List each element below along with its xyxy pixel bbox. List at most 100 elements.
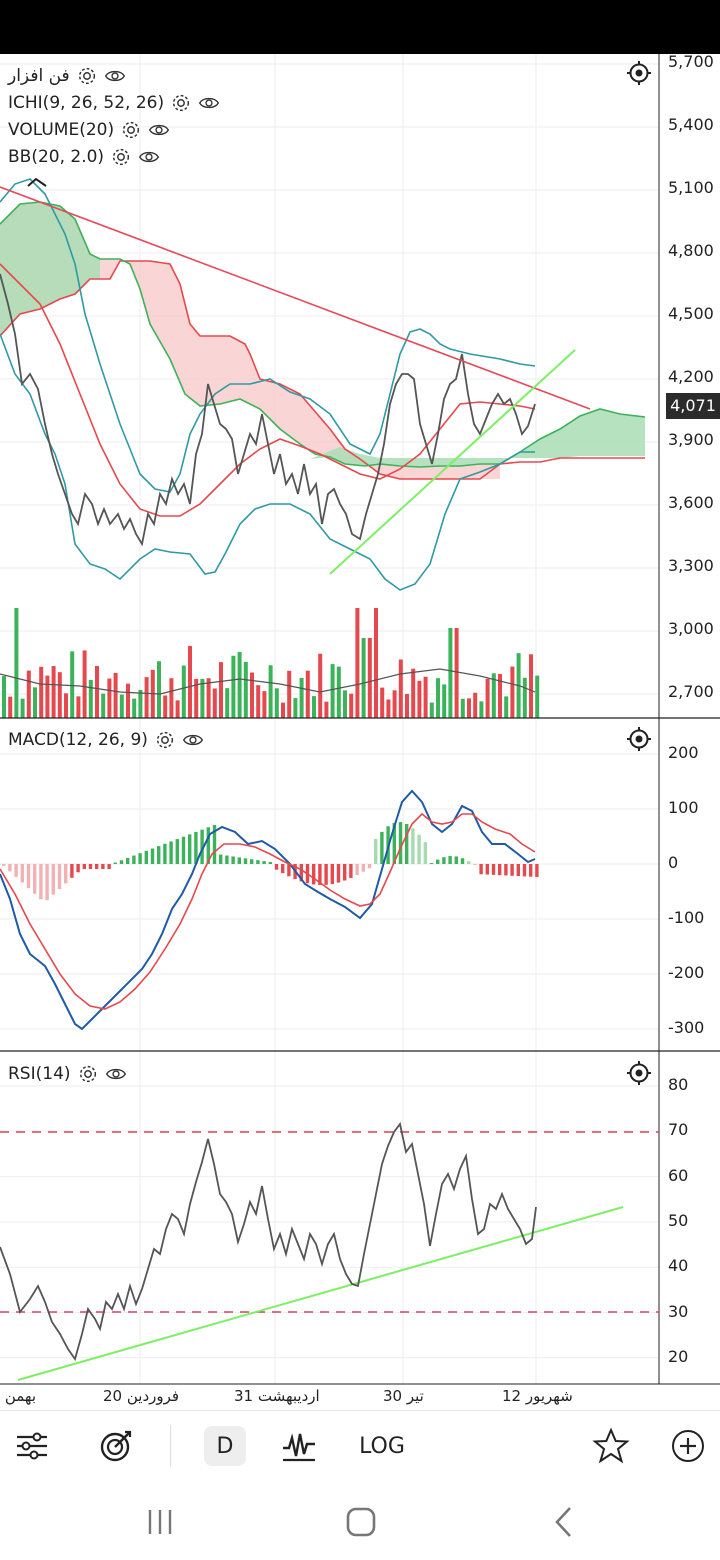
indicator-label-bb[interactable]: BB(20, 2.0) [8,144,160,170]
volume-bar [188,646,192,718]
volume-bar [219,662,223,718]
volume-bar [349,693,354,718]
macd-histogram-bar [355,864,359,875]
macd-histogram-bar [157,846,161,864]
log-scale-button[interactable]: LOG [359,1433,405,1459]
support-trendline[interactable] [329,349,576,575]
macd-histogram-bar [380,831,384,864]
volume-bar [88,679,93,718]
price-tick-label: 5,700 [668,52,714,71]
eye-icon[interactable] [198,92,220,114]
volume-bar [107,678,112,718]
volume-bar [163,695,168,718]
macd-histogram-bar [237,857,241,864]
volume-bar [237,652,242,718]
macd-histogram-bar [343,864,347,881]
macd-histogram-bar [138,853,142,864]
macd-histogram-bar [219,854,223,864]
volume-bar [101,693,106,718]
volume-bar [305,670,310,718]
chart-area[interactable]: فن افزار ICHI(9, 26, 52, 26) VOLUME(20) … [0,52,720,1410]
home-icon[interactable] [341,1502,381,1542]
eye-icon[interactable] [105,1063,127,1085]
macd-histogram-bar [76,864,80,873]
gear-icon[interactable] [170,92,192,114]
star-icon[interactable] [591,1426,631,1466]
eye-icon[interactable] [148,119,170,141]
indicator-label-fan-afzar[interactable]: فن افزار [8,63,126,89]
macd-histogram-bar [262,861,266,864]
rsi-tick-label: 70 [668,1120,689,1140]
macd-histogram-bar [423,842,427,864]
volume-bar [175,700,180,718]
volume-bar [535,675,540,718]
indicator-label: RSI(14) [8,1064,71,1084]
add-icon[interactable] [668,1426,708,1466]
gear-icon[interactable] [77,1063,99,1085]
eye-icon[interactable] [138,146,160,168]
macd-histogram-bar [188,834,192,864]
period-button[interactable]: D [204,1426,246,1466]
indicator-label-ichimoku[interactable]: ICHI(9, 26, 52, 26) [8,90,220,116]
macd-histogram-bar [206,827,210,864]
indicator-label: MACD(12, 26, 9) [8,730,148,750]
volume-bar [70,651,75,718]
macd-histogram-bar [312,864,316,885]
macd-histogram-bar [181,836,186,864]
macd-histogram-bar [150,848,155,864]
macd-histogram-bar [119,860,124,864]
macd-tick-label: -300 [668,1018,705,1037]
price-tick-label: 3,600 [668,493,714,512]
gridlines [0,54,659,1384]
gear-icon[interactable] [154,729,176,751]
volume-bar [318,653,323,718]
macd-tick-label: 0 [668,853,679,872]
macd-histogram-bar [144,850,148,864]
volume-bar [95,666,99,718]
volume-bar [380,687,385,718]
chart-canvas[interactable] [0,54,720,1410]
volume-bar [157,661,161,718]
eye-icon[interactable] [182,729,204,751]
indicator-label-macd[interactable]: MACD(12, 26, 9) [8,727,204,753]
macd-histogram-bar [367,864,372,869]
resistance-trendline[interactable] [0,186,591,410]
volume-bar [411,668,416,718]
crosshair-target-icon[interactable] [626,726,652,752]
macd-tick-label: 100 [668,798,699,817]
indicator-label-rsi[interactable]: RSI(14) [8,1061,127,1087]
recent-apps-icon[interactable] [140,1502,180,1542]
macd-histogram-bar [522,864,527,877]
gear-icon[interactable] [110,146,132,168]
crosshair-target-icon[interactable] [626,60,652,86]
crosshair-target-icon[interactable] [626,1060,652,1086]
indicator-label: ICHI(9, 26, 52, 26) [8,93,165,113]
macd-histogram-bar [460,858,465,864]
time-axis-label: 31 اردیبهشت [234,1387,320,1405]
macd-histogram-bar [95,864,99,869]
macd-histogram-bar [212,824,217,864]
indicators-icon[interactable] [280,1426,318,1466]
volume-bar [169,678,174,718]
macd-histogram-bar [82,864,86,869]
macd-histogram-bar [510,864,514,876]
price-tick-label: 3,300 [668,556,714,575]
eye-icon[interactable] [104,65,126,87]
volume-bar [361,638,366,718]
volume-bar [194,678,199,718]
indicator-label-volume[interactable]: VOLUME(20) [8,117,170,143]
analysis-target-icon[interactable] [96,1426,136,1466]
macd-histogram-bar [491,864,496,875]
back-icon[interactable] [545,1502,585,1542]
indicator-label: BB(20, 2.0) [8,147,105,167]
price-tick-label: 4,500 [668,304,714,323]
settings-sliders-icon[interactable] [12,1426,52,1466]
price-tick-label: 4,800 [668,241,714,260]
volume-bar [200,678,205,718]
gear-icon[interactable] [76,65,98,87]
volume-bar [126,683,130,718]
gear-icon[interactable] [120,119,142,141]
macd-histogram-bar [51,864,55,895]
macd-histogram-bar [287,864,291,877]
macd-histogram-bar [417,834,421,864]
